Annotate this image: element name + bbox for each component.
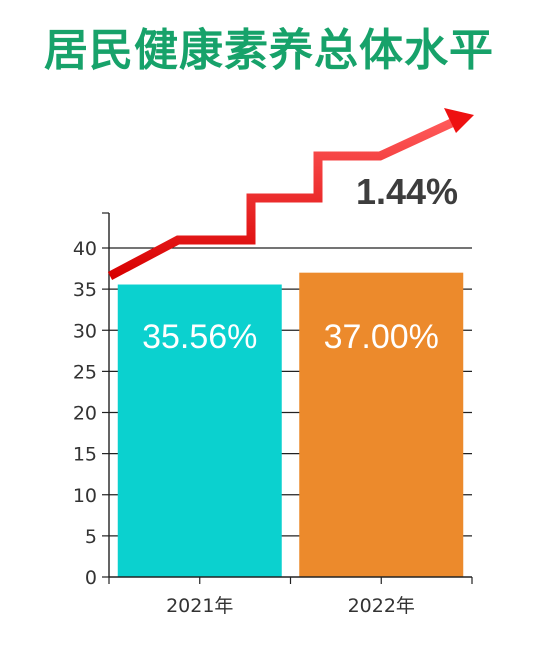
- bar-1: [117, 284, 282, 577]
- axes: 0 5 10 15 20 25 30 35 40 2021年 2022年: [73, 212, 473, 617]
- y-tick-label: 0: [85, 567, 97, 589]
- chart-title: 居民健康素养总体水平: [44, 25, 494, 76]
- x-tick-label: 2021年: [166, 595, 233, 617]
- growth-arrow-icon: [107, 108, 474, 280]
- bars: 35.56% 37.00%: [117, 272, 464, 577]
- y-tick-label: 5: [85, 526, 97, 548]
- x-tick-label: 2022年: [348, 595, 415, 617]
- y-tick-label: 35: [73, 279, 97, 301]
- y-tick-label: 20: [73, 403, 97, 425]
- y-tick-label: 10: [73, 485, 97, 507]
- bar-2: [299, 272, 464, 577]
- bar-value-label: 37.00%: [324, 318, 439, 356]
- growth-annotation: 1.44%: [356, 171, 458, 212]
- y-tick-label: 40: [73, 238, 97, 260]
- y-tick-label: 25: [73, 361, 97, 383]
- y-tick-label: 30: [73, 320, 97, 342]
- y-tick-label: 15: [73, 444, 97, 466]
- bar-value-label: 35.56%: [142, 318, 257, 356]
